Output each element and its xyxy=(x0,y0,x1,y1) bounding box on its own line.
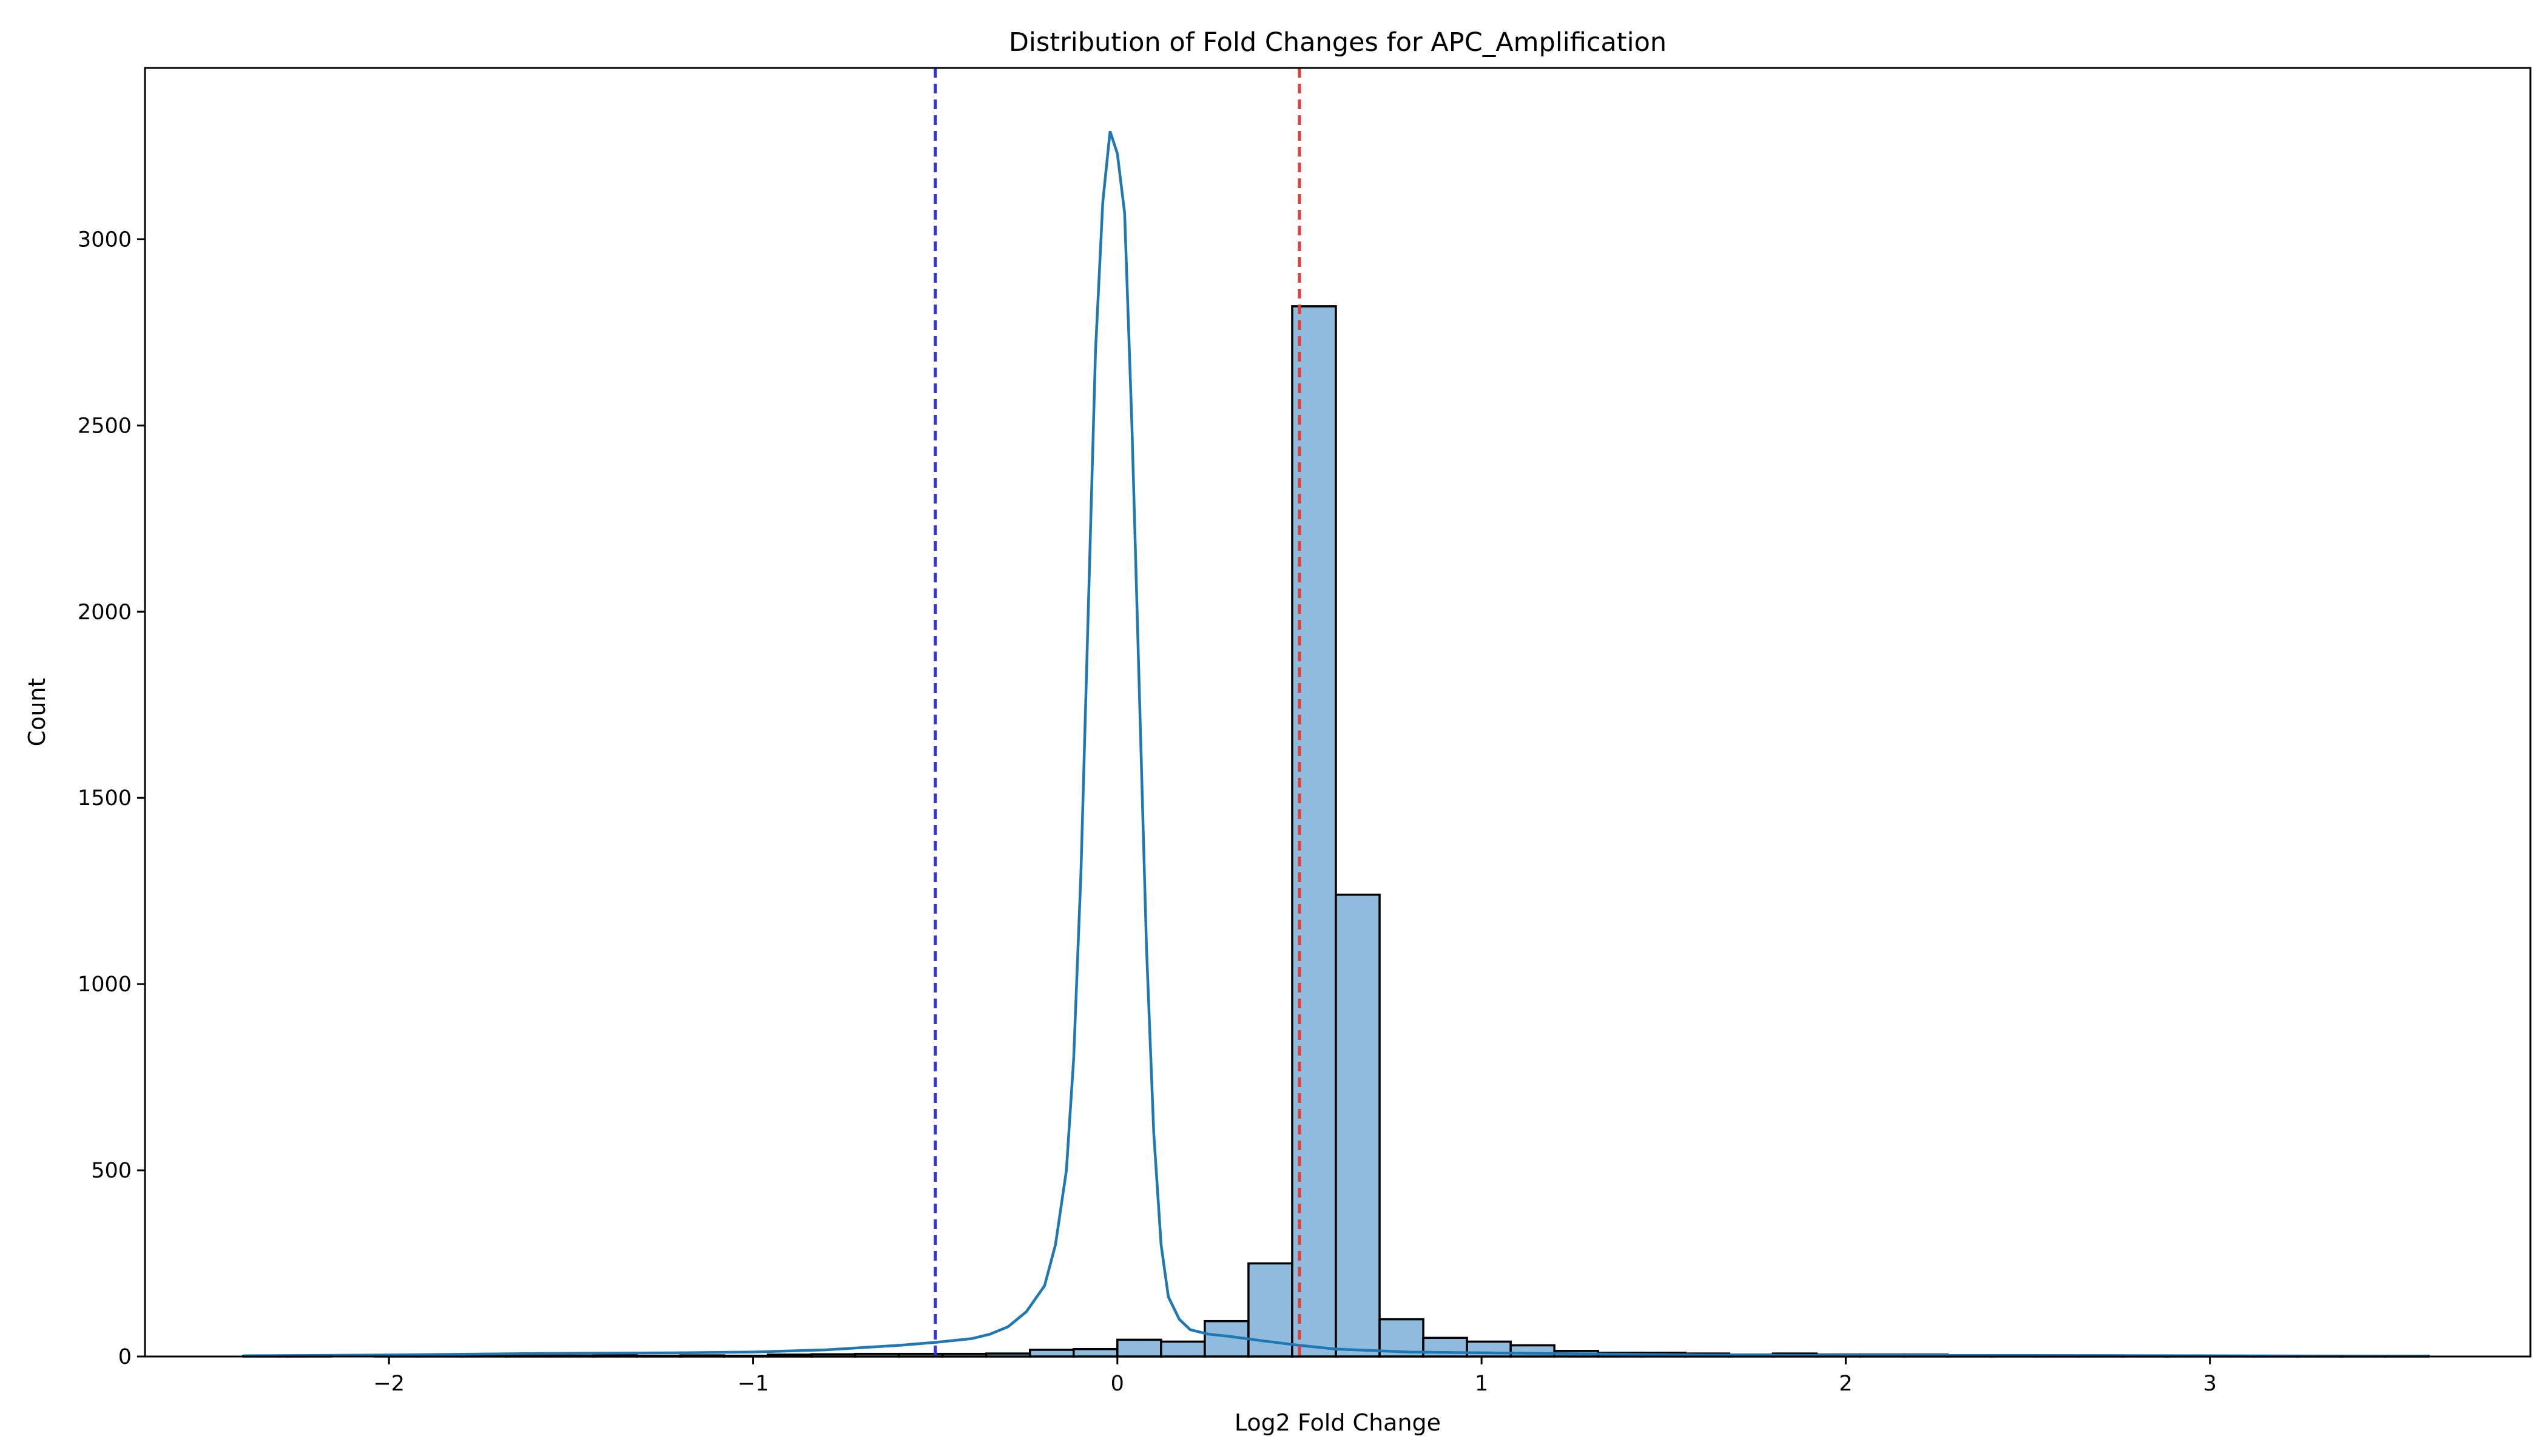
bars-layer xyxy=(242,305,2430,1358)
y-tick-label: 2500 xyxy=(78,414,132,438)
kde-layer xyxy=(243,130,2428,1358)
y-tick-label: 3000 xyxy=(78,228,132,252)
x-tick-label: 0 xyxy=(1111,1372,1124,1396)
histogram-bar xyxy=(1116,1338,1162,1358)
x-tick-label: 1 xyxy=(1475,1372,1488,1396)
histogram-bar xyxy=(1335,894,1381,1358)
threshold-layer xyxy=(934,68,1301,1357)
chart-title: Distribution of Fold Changes for APC_Amp… xyxy=(1009,27,1667,58)
y-axis-label: Count xyxy=(24,678,50,747)
y-tick-label: 1000 xyxy=(78,972,132,997)
x-tick-label: 2 xyxy=(1839,1372,1852,1396)
x-tick-label: −1 xyxy=(738,1372,769,1396)
y-axis-ticks: 0 500 1000 1500 2000 2500 3000 xyxy=(78,228,145,1369)
x-axis-label: Log2 Fold Change xyxy=(1235,1409,1441,1436)
y-tick-label: 1500 xyxy=(78,786,132,811)
y-tick-label: 0 xyxy=(118,1345,132,1369)
histogram-bar xyxy=(1160,1340,1206,1358)
plot-frame xyxy=(144,67,2532,1358)
histogram-bar xyxy=(1028,1349,1075,1358)
y-tick-label: 2000 xyxy=(78,600,132,624)
kde-curve xyxy=(243,130,2428,1358)
x-axis-ticks: −2 −1 0 1 2 3 xyxy=(373,1357,2217,1396)
y-tick-label: 500 xyxy=(91,1159,132,1183)
x-tick-label: −2 xyxy=(373,1372,405,1396)
histogram-bar xyxy=(1073,1347,1119,1358)
x-tick-label: 3 xyxy=(2203,1372,2217,1396)
